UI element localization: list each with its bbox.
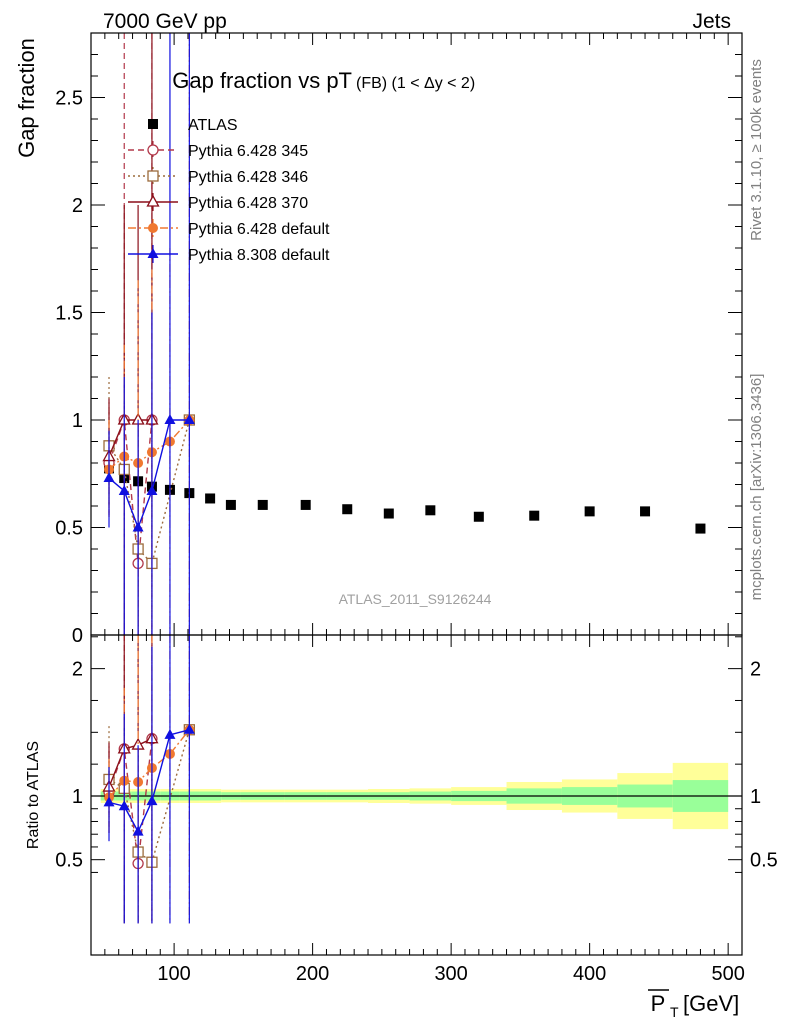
- series-line: [108, 419, 152, 457]
- ratio-point: [103, 796, 115, 807]
- ratio-series-pythia-6-428-default: [104, 635, 195, 924]
- y-tick-label: 0.5: [55, 518, 83, 540]
- data-point: [183, 414, 195, 424]
- ratio-y-tick-label: 2: [72, 659, 83, 681]
- ratio-y-tick-label: 1: [72, 786, 83, 808]
- legend-label: Pythia 6.428 default: [188, 221, 330, 238]
- y-tick-label: 1.5: [55, 303, 83, 325]
- legend-marker: [146, 194, 160, 207]
- data-point: [132, 521, 144, 532]
- x-tick-label: 300: [434, 963, 467, 985]
- main-ylabel: Gap fraction: [14, 38, 39, 158]
- ratio-y-tick-label-right: 0.5: [750, 850, 778, 872]
- ratio-y-tick-label-right: 2: [750, 659, 761, 681]
- data-point: [425, 505, 436, 516]
- legend-entry: Pythia 6.428 346: [128, 167, 308, 186]
- ratio-uncertainty-bands: [91, 762, 742, 830]
- xlabel-p: P: [651, 991, 666, 1016]
- legend-entry: ATLAS: [148, 117, 238, 134]
- x-tick-label: 500: [711, 963, 744, 985]
- xlabel-unit: [GeV]: [683, 991, 739, 1016]
- rivet-label: Rivet 3.1.10, ≥ 100k events: [748, 59, 765, 241]
- ratio-series-pythia-6-428-346: [103, 722, 195, 924]
- ratio-point: [118, 800, 130, 811]
- legend-marker: [148, 119, 158, 129]
- y-tick-label: 1: [72, 410, 83, 432]
- main-title-sub: (FB) (1 < Δy < 2): [356, 75, 475, 92]
- data-point: [300, 499, 311, 510]
- main-panel: [102, 33, 706, 635]
- data-point: [205, 493, 216, 504]
- legend-marker: [147, 170, 159, 182]
- legend-label: Pythia 6.428 346: [188, 169, 308, 186]
- legend-marker: [147, 248, 159, 258]
- mcplots-label: mcplots.cern.ch [arXiv:1306.3436]: [748, 374, 765, 601]
- data-point: [342, 504, 353, 515]
- ratio-line: [108, 738, 153, 864]
- legend-entry: Pythia 6.428 370: [128, 193, 308, 212]
- legend-entry: Pythia 6.428 345: [128, 141, 308, 160]
- x-axis-label: P T [GeV]: [648, 989, 739, 1020]
- x-tick-label: 400: [573, 963, 606, 985]
- ratio-frame: [90, 634, 743, 956]
- axes: 100 200 300 400 500 0 0.5 1 1.5 2 2.5 0.5 0.5 1 1 2 2: [55, 32, 778, 985]
- legend: ATLAS Pythia 6.428 345 Pythia 6.428 346 Pyt…: [128, 117, 330, 264]
- ratio-y-tick-label: 0.5: [55, 850, 83, 872]
- main-title: Gap fraction vs pT (FB) (1 < Δy < 2): [172, 68, 475, 93]
- header-right: Jets: [692, 10, 731, 33]
- ratio-point: [146, 795, 158, 806]
- data-point: [584, 506, 595, 517]
- data-point: [225, 499, 236, 510]
- data-point: [146, 484, 158, 495]
- data-point: [695, 523, 706, 534]
- ratio-point: [132, 825, 144, 836]
- data-point: [118, 484, 130, 495]
- ratio-point: [164, 728, 176, 739]
- legend-label: ATLAS: [188, 117, 238, 134]
- legend-marker: [148, 223, 158, 233]
- series-atlas: [104, 463, 706, 534]
- data-point: [383, 508, 394, 519]
- xlabel-sub: T: [670, 1004, 679, 1020]
- legend-label: Pythia 6.428 345: [188, 143, 308, 160]
- series-pythia-8-308-default: [103, 33, 195, 635]
- data-point: [473, 511, 484, 522]
- y-tick-label: 0: [72, 625, 83, 647]
- data-point: [103, 472, 115, 483]
- legend-marker: [147, 144, 159, 156]
- data-point: [164, 414, 176, 424]
- y-tick-label: 2: [72, 195, 83, 217]
- main-title-text: Gap fraction vs pT: [172, 68, 352, 93]
- ratio-y-tick-label-right: 1: [750, 786, 761, 808]
- y-tick-label: 2.5: [55, 88, 83, 110]
- ratio-ylabel: Ratio to ATLAS: [25, 741, 42, 849]
- legend-entry: Pythia 6.428 default: [128, 219, 330, 238]
- data-point: [640, 506, 651, 517]
- legend-label: Pythia 6.428 370: [188, 195, 308, 212]
- header-left: 7000 GeV pp: [103, 10, 227, 33]
- series-line: [108, 419, 153, 564]
- legend-label: Pythia 8.308 default: [188, 247, 330, 264]
- ratio-line: [108, 738, 153, 788]
- ratio-series-pythia-6-428-370: [102, 635, 159, 924]
- legend-entry: Pythia 8.308 default: [128, 245, 330, 264]
- analysis-id: ATLAS_2011_S9126244: [339, 591, 492, 607]
- x-tick-label: 100: [157, 963, 190, 985]
- data-point: [529, 510, 540, 521]
- ratio-panel: [102, 635, 195, 924]
- ratio-point: [183, 723, 195, 734]
- data-point: [257, 499, 268, 510]
- x-tick-label: 200: [296, 963, 329, 985]
- ratio-series-pythia-8-308-default: [103, 635, 195, 924]
